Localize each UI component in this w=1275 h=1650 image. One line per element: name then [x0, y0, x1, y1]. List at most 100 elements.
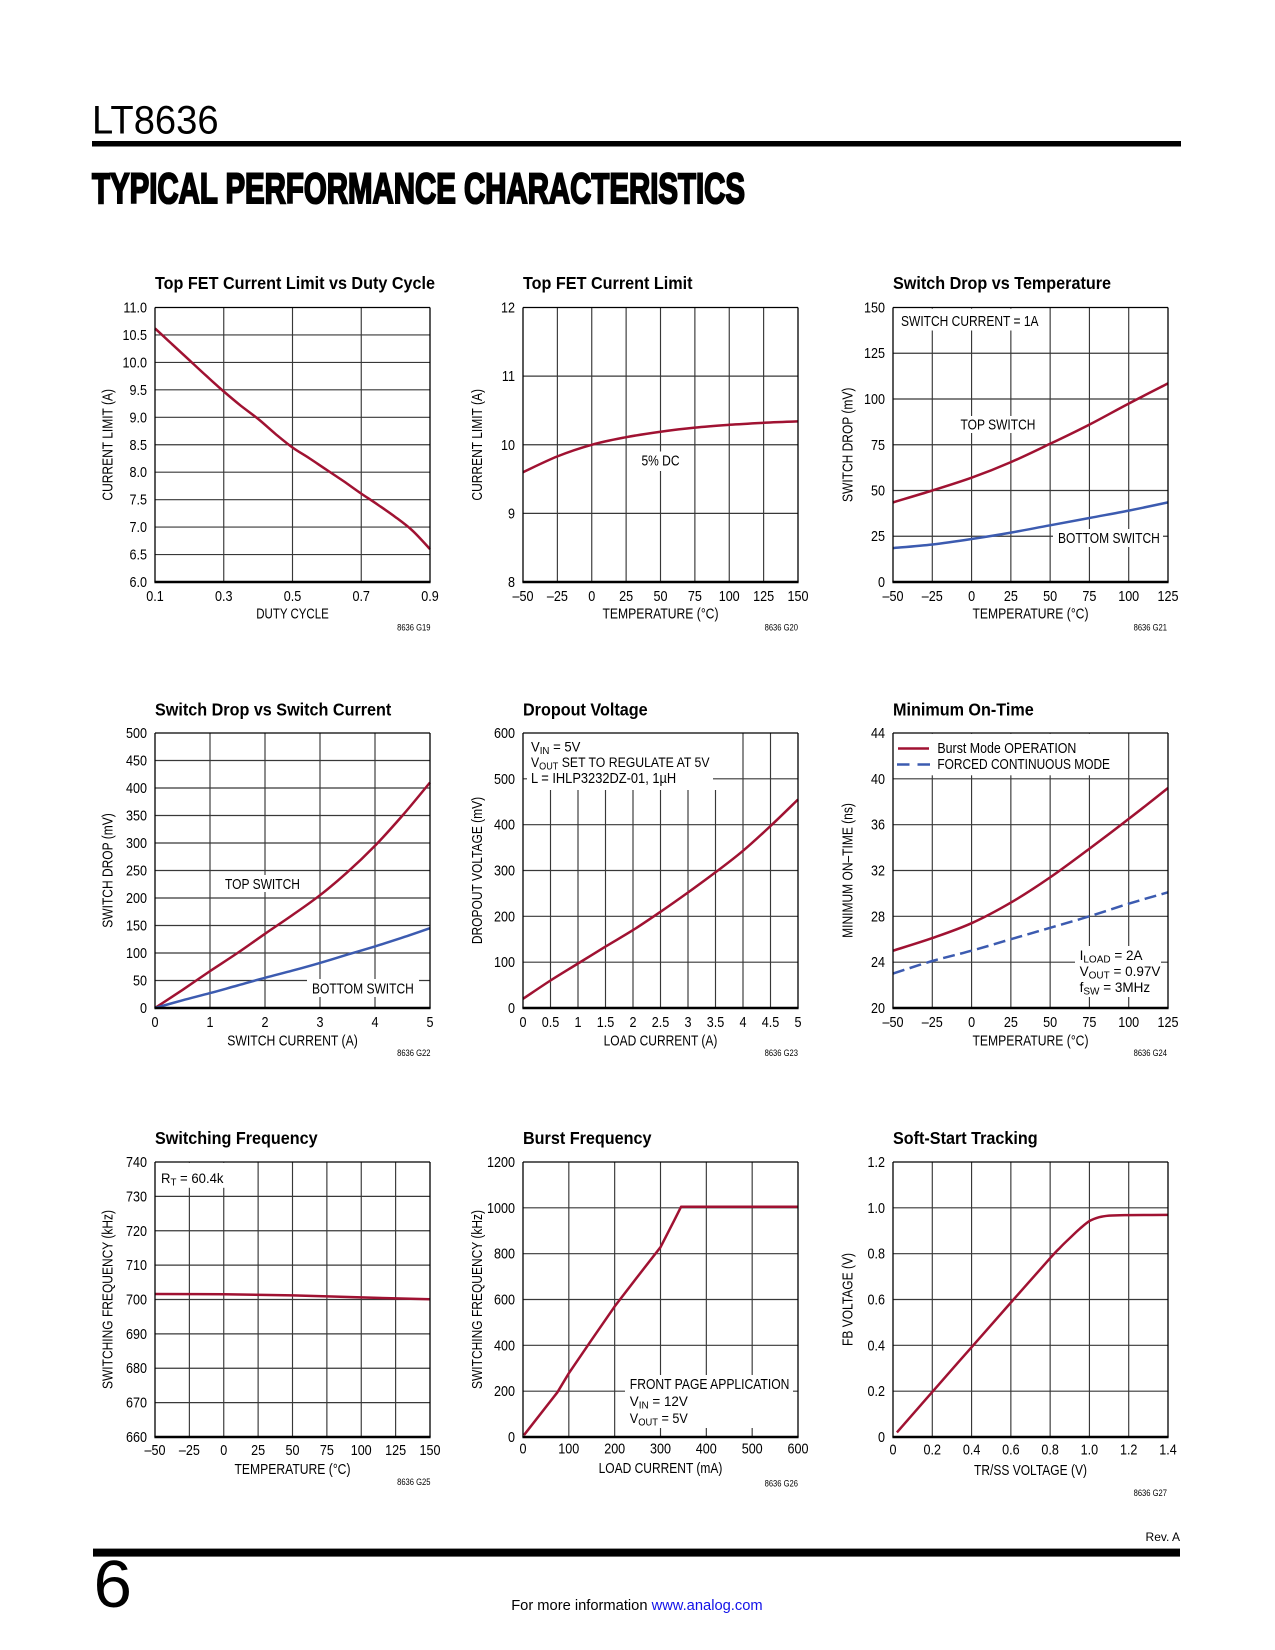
- svg-text:0.1: 0.1: [146, 588, 164, 605]
- svg-text:5: 5: [427, 1014, 434, 1031]
- svg-text:Switch Drop vs Temperature: Switch Drop vs Temperature: [893, 273, 1111, 293]
- svg-text:75: 75: [1082, 1014, 1096, 1031]
- svg-text:25: 25: [619, 588, 633, 605]
- svg-text:–25: –25: [922, 588, 943, 605]
- svg-text:75: 75: [688, 588, 702, 605]
- svg-text:8636 G19: 8636 G19: [397, 623, 430, 634]
- svg-text:150: 150: [126, 918, 147, 935]
- svg-text:0: 0: [890, 1442, 897, 1459]
- svg-text:Top FET Current Limit: Top FET Current Limit: [523, 273, 693, 293]
- svg-text:TEMPERATURE (°C): TEMPERATURE (°C): [235, 1461, 351, 1478]
- svg-text:600: 600: [494, 1292, 515, 1309]
- svg-text:28: 28: [871, 908, 885, 925]
- svg-text:100: 100: [494, 954, 515, 971]
- svg-text:150: 150: [864, 300, 885, 317]
- svg-text:100: 100: [351, 1442, 372, 1459]
- svg-text:For more information www.analo: For more information www.analog.com: [511, 1598, 762, 1614]
- svg-text:12: 12: [501, 300, 515, 317]
- svg-text:44: 44: [871, 725, 885, 742]
- svg-text:0.5: 0.5: [542, 1014, 560, 1031]
- svg-text:0.9: 0.9: [421, 588, 439, 605]
- svg-text:0: 0: [508, 1000, 515, 1017]
- svg-text:670: 670: [126, 1395, 147, 1412]
- svg-text:VOUT​ = 5V: VOUT​ = 5V: [630, 1411, 688, 1429]
- svg-text:TR/SS VOLTAGE (V): TR/SS VOLTAGE (V): [974, 1462, 1087, 1479]
- svg-text:DUTY CYCLE: DUTY CYCLE: [256, 606, 329, 623]
- svg-text:8636 G27: 8636 G27: [1134, 1488, 1167, 1499]
- svg-text:0: 0: [508, 1429, 515, 1446]
- svg-text:125: 125: [753, 588, 774, 605]
- svg-text:50: 50: [133, 973, 147, 990]
- svg-text:0: 0: [520, 1441, 527, 1458]
- svg-text:4: 4: [740, 1014, 747, 1031]
- svg-text:VOUT​ = 0.97V: VOUT​ = 0.97V: [1080, 964, 1161, 982]
- svg-text:–25: –25: [179, 1442, 200, 1459]
- svg-text:DROPOUT VOLTAGE (mV): DROPOUT VOLTAGE (mV): [469, 797, 486, 944]
- svg-text:5: 5: [795, 1014, 802, 1031]
- svg-text:125: 125: [1158, 588, 1179, 605]
- svg-text:660: 660: [126, 1429, 147, 1446]
- svg-text:–25: –25: [922, 1014, 943, 1031]
- svg-text:8636 G20: 8636 G20: [765, 623, 798, 634]
- svg-text:FRONT PAGE APPLICATION: FRONT PAGE APPLICATION: [630, 1376, 790, 1393]
- svg-text:TOP SWITCH: TOP SWITCH: [225, 876, 300, 893]
- svg-text:1.2: 1.2: [868, 1154, 886, 1171]
- svg-text:VIN​ = 5V: VIN​ = 5V: [531, 740, 580, 758]
- svg-text:1.0: 1.0: [868, 1200, 886, 1217]
- svg-text:Switching Frequency: Switching Frequency: [155, 1128, 318, 1148]
- svg-text:3: 3: [317, 1014, 324, 1031]
- svg-text:RT​ = 60.4k: RT​ = 60.4k: [161, 1171, 224, 1189]
- svg-text:L = IHLP3232DZ-01, 1µH: L = IHLP3232DZ-01, 1µH: [531, 770, 676, 787]
- svg-text:TEMPERATURE (°C): TEMPERATURE (°C): [973, 1033, 1089, 1050]
- svg-text:200: 200: [126, 890, 147, 907]
- svg-text:11: 11: [502, 368, 515, 385]
- svg-text:VOUT​ SET TO REGULATE AT 5V: VOUT​ SET TO REGULATE AT 5V: [531, 755, 710, 773]
- svg-text:MINIMUM ON–TIME (ns): MINIMUM ON–TIME (ns): [840, 803, 857, 938]
- svg-text:8.5: 8.5: [130, 437, 148, 454]
- svg-text:Burst Mode OPERATION: Burst Mode OPERATION: [937, 740, 1076, 757]
- svg-text:–25: –25: [547, 588, 568, 605]
- svg-text:Burst Frequency: Burst Frequency: [523, 1128, 652, 1148]
- svg-text:24: 24: [871, 954, 885, 971]
- svg-text:36: 36: [871, 817, 885, 834]
- svg-text:VIN​ = 12V: VIN​ = 12V: [630, 1394, 688, 1412]
- svg-text:9.0: 9.0: [130, 409, 148, 426]
- svg-text:SWITCHING FREQUENCY (kHz): SWITCHING FREQUENCY (kHz): [469, 1210, 486, 1389]
- svg-text:25: 25: [1004, 588, 1018, 605]
- svg-text:25: 25: [871, 528, 885, 545]
- svg-text:0: 0: [588, 588, 595, 605]
- svg-text:0: 0: [140, 1000, 147, 1017]
- svg-text:LOAD CURRENT (A): LOAD CURRENT (A): [604, 1033, 718, 1050]
- svg-text:1: 1: [207, 1014, 214, 1031]
- svg-text:6.0: 6.0: [130, 574, 148, 591]
- svg-text:500: 500: [494, 771, 515, 788]
- svg-text:400: 400: [696, 1441, 717, 1458]
- svg-text:0.7: 0.7: [352, 588, 370, 605]
- svg-text:9.5: 9.5: [130, 382, 148, 399]
- svg-text:Dropout Voltage: Dropout Voltage: [523, 700, 648, 720]
- svg-text:25: 25: [1004, 1014, 1018, 1031]
- svg-text:9: 9: [508, 505, 515, 522]
- svg-text:50: 50: [654, 588, 668, 605]
- svg-text:1.4: 1.4: [1159, 1442, 1177, 1459]
- svg-text:SWITCHING FREQUENCY (kHz): SWITCHING FREQUENCY (kHz): [100, 1210, 117, 1389]
- svg-text:0: 0: [520, 1014, 527, 1031]
- svg-text:CURRENT LIMIT (A): CURRENT LIMIT (A): [100, 389, 117, 501]
- svg-text:200: 200: [494, 908, 515, 925]
- svg-text:Top FET Current Limit vs Duty: Top FET Current Limit vs Duty Cycle: [155, 273, 435, 293]
- svg-text:3: 3: [685, 1014, 692, 1031]
- svg-text:Soft-Start Tracking: Soft-Start Tracking: [893, 1128, 1038, 1148]
- svg-text:350: 350: [126, 808, 147, 825]
- svg-text:125: 125: [1158, 1014, 1179, 1031]
- svg-text:fSW​ = 3MHz: fSW​ = 3MHz: [1080, 980, 1151, 998]
- svg-text:10.0: 10.0: [123, 354, 148, 371]
- svg-text:8636 G21: 8636 G21: [1134, 623, 1167, 634]
- svg-text:0.6: 0.6: [868, 1292, 886, 1309]
- svg-text:75: 75: [320, 1442, 334, 1459]
- svg-text:SWITCH DROP (mV): SWITCH DROP (mV): [100, 813, 117, 927]
- svg-text:TEMPERATURE (°C): TEMPERATURE (°C): [603, 606, 719, 623]
- svg-text:150: 150: [420, 1442, 441, 1459]
- svg-text:7.5: 7.5: [130, 492, 148, 509]
- svg-text:TEMPERATURE (°C): TEMPERATURE (°C): [973, 606, 1089, 623]
- svg-text:75: 75: [1082, 588, 1096, 605]
